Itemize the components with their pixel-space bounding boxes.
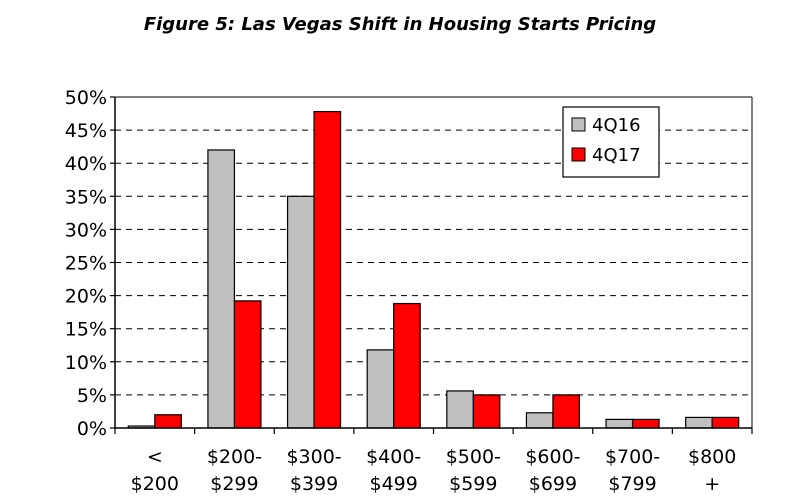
bar-4q17-2 <box>313 110 342 429</box>
bar-4q17-4 <box>472 394 501 429</box>
bars <box>127 110 740 429</box>
legend-label-4q17: 4Q17 <box>592 145 641 166</box>
x-tick-label: $700-$799 <box>605 446 660 495</box>
y-axis-tick-labels: 0% 5% 10% 15% 20% 25% 30% 35% 40% 45% 50% <box>65 87 107 440</box>
x-tick-label: $300-$399 <box>286 446 341 495</box>
x-tick-label: $400-$499 <box>366 446 421 495</box>
x-tick-label: $600-$699 <box>525 446 580 495</box>
x-axis-tick-labels: < $200 $200-$299 $300-$399 $400-$499 $500-$59… <box>131 446 737 495</box>
x-tick-label: $800 + <box>688 446 736 495</box>
axes <box>110 96 753 434</box>
y-tick-label: 50% <box>65 87 107 109</box>
y-tick-label: 15% <box>65 319 107 341</box>
x-tick-label: $200-$299 <box>207 446 262 495</box>
bar-4q17-1 <box>233 300 262 429</box>
legend-swatch-4q17 <box>571 147 586 162</box>
bar-4q16-4 <box>446 390 474 429</box>
y-tick-label: 30% <box>65 219 107 241</box>
bar-4q16-2 <box>286 195 315 429</box>
y-tick-label: 45% <box>65 120 107 142</box>
bar-4q16-7 <box>685 416 713 429</box>
legend: 4Q16 4Q17 <box>562 106 660 178</box>
bar-4q16-5 <box>525 412 554 429</box>
y-tick-label: 5% <box>77 385 107 407</box>
y-tick-label: 40% <box>65 153 107 175</box>
x-tick-label: < $200 <box>131 446 179 495</box>
y-tick-label: 0% <box>77 418 107 440</box>
y-tick-label: 20% <box>65 286 107 308</box>
legend-swatch-4q16 <box>571 117 586 132</box>
x-tick-label: $500-$599 <box>446 446 501 495</box>
bar-4q16-6 <box>605 418 634 429</box>
legend-label-4q16: 4Q16 <box>592 115 641 136</box>
bar-4q16-3 <box>366 349 395 429</box>
y-tick-label: 25% <box>65 253 107 275</box>
chart-title: Figure 5: Las Vegas Shift in Housing Sta… <box>143 14 657 35</box>
y-tick-label: 35% <box>65 186 107 208</box>
bar-4q17-3 <box>393 302 421 429</box>
y-tick-label: 10% <box>65 352 107 374</box>
bar-4q16-1 <box>207 149 236 429</box>
bar-4q17-0 <box>154 414 182 429</box>
bar-4q17-5 <box>552 394 581 429</box>
bar-4q17-7 <box>711 416 740 429</box>
bar-4q17-6 <box>631 418 660 429</box>
